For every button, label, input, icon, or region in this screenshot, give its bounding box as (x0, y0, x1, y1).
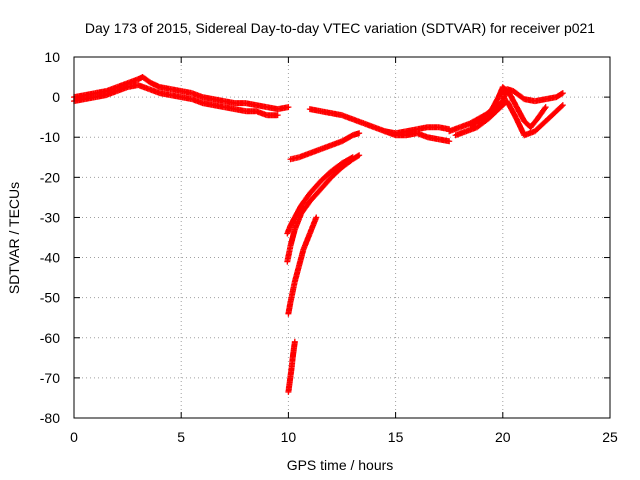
data-point-trail (140, 74, 153, 86)
y-tick-labels: 10 0 -10 -20 -30 -40 -50 -60 -70 -80 (40, 49, 60, 426)
y-tick-label: -30 (40, 209, 60, 225)
data-point-trail (329, 161, 344, 174)
y-tick-label: -60 (40, 330, 60, 346)
chart-title: Day 173 of 2015, Sidereal Day-to-day VTE… (85, 20, 595, 36)
data-point-trail (535, 105, 548, 121)
data-points (71, 74, 566, 395)
x-tick-label: 25 (602, 429, 618, 445)
data-point (291, 338, 298, 345)
data-point-trail (329, 165, 344, 180)
data-point-trail (292, 211, 304, 232)
data-point-trail (340, 132, 355, 144)
data-point-trail (307, 215, 319, 236)
data-point (356, 130, 363, 137)
y-tick-label: -50 (40, 290, 60, 306)
y-tick-label: -80 (40, 410, 60, 426)
y-tick-label: -40 (40, 250, 60, 266)
data-point-trail (506, 91, 518, 107)
y-tick-label: 10 (44, 49, 60, 65)
data-point-trail (543, 109, 559, 124)
data-point-trail (296, 247, 307, 268)
data-point (285, 104, 292, 111)
data-point-trail (554, 103, 565, 114)
x-tick-label: 0 (70, 429, 78, 445)
data-point-trail (292, 263, 302, 284)
data-point-trail (500, 85, 512, 96)
data-point (274, 112, 281, 119)
data-point (356, 152, 363, 159)
data-point-trail (504, 99, 518, 119)
series-evening-c (467, 84, 549, 131)
plot-border (73, 56, 611, 419)
x-tick-labels: 0 5 10 15 20 25 (70, 429, 618, 445)
x-tick-label: 20 (495, 429, 511, 445)
series-morning-arc-b (71, 82, 281, 119)
data-point-trail (485, 107, 501, 122)
data-point-trail (299, 199, 312, 216)
series-evening-b (452, 98, 566, 139)
data-point (313, 214, 320, 221)
data-point-trail (307, 179, 323, 196)
series-deep-drop (285, 338, 298, 395)
data-point (542, 104, 549, 111)
data-point-trail (513, 103, 527, 123)
data-point-trail (528, 117, 540, 129)
x-tick-label: 5 (177, 429, 185, 445)
series-afternoon-arc-low (381, 128, 453, 145)
grid (74, 57, 610, 418)
data-point (349, 154, 356, 161)
data-point-trail (292, 203, 304, 220)
y-tick-label: -70 (40, 370, 60, 386)
data-point-trail (300, 231, 313, 252)
data-point-trail (513, 115, 527, 137)
data-point-trail (533, 119, 548, 134)
y-tick-label: -10 (40, 129, 60, 145)
data-point-trail (475, 117, 490, 130)
data-point-trail (318, 169, 334, 184)
y-tick-label: -20 (40, 169, 60, 185)
data-point-trail (554, 90, 565, 100)
series-upper-recovery (287, 130, 363, 163)
x-tick-label: 10 (281, 429, 297, 445)
x-axis-label: GPS time / hours (287, 457, 394, 473)
data-point-trail (479, 107, 494, 122)
data-point (559, 90, 566, 97)
data-point (446, 138, 453, 145)
y-axis-label: SDTVAR / TECUs (6, 182, 22, 294)
x-tick-label: 15 (388, 429, 404, 445)
data-point-trail (299, 191, 312, 208)
series-steep-recovery-a (284, 152, 363, 265)
data-point-trail (511, 89, 526, 102)
data-point-trail (318, 175, 334, 192)
series-morning-arc-a (71, 74, 292, 113)
y-tick-label: 0 (52, 89, 60, 105)
data-point-trail (136, 74, 145, 82)
data-point (559, 102, 566, 109)
series-steep-recovery-b (284, 154, 356, 237)
data-point-trail (287, 227, 298, 248)
series-steep-recovery-c (285, 214, 320, 317)
data-point-trail (307, 187, 323, 204)
